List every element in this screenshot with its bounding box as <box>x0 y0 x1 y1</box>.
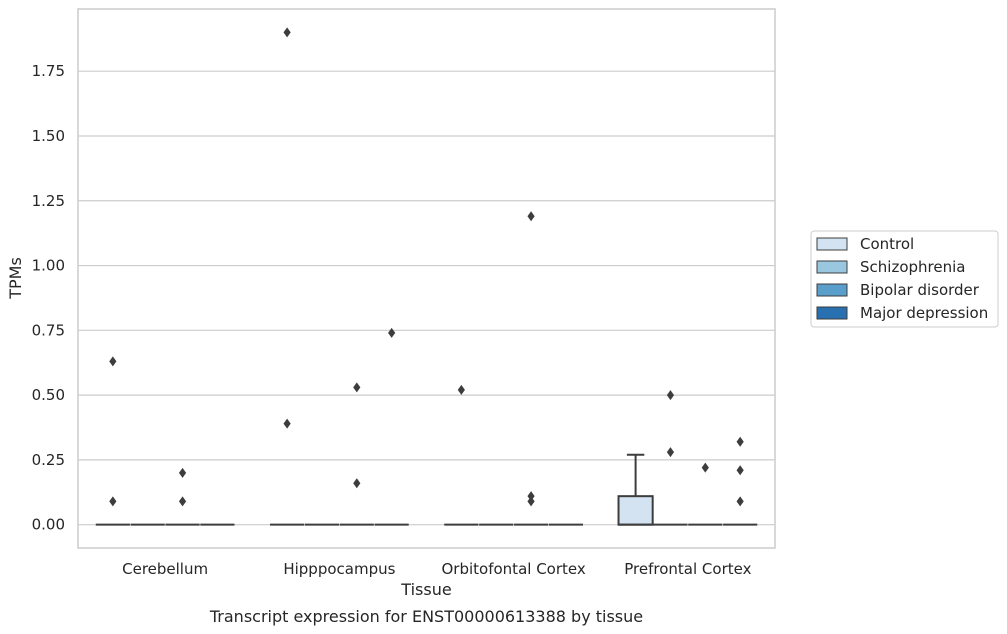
outlier-point <box>283 418 291 429</box>
legend-frame <box>810 230 999 328</box>
y-tick-label: 0.25 <box>32 451 65 469</box>
y-tick-label: 0.75 <box>32 321 65 339</box>
legend-swatch <box>816 283 848 297</box>
x-axis-label: Tissue <box>400 580 451 599</box>
chart-caption: Transcript expression for ENST0000061338… <box>209 607 643 626</box>
box-group <box>374 327 409 526</box>
outlier-point <box>457 384 465 395</box>
outlier-point <box>701 462 709 473</box>
outlier-point <box>283 27 291 38</box>
box-group <box>723 436 758 526</box>
outlier-point <box>353 382 361 393</box>
legend-swatch <box>816 237 848 251</box>
x-axis-ticks: Cerebellum Hipppocampus Orbitofontal Corte… <box>122 560 751 578</box>
legend: Control Schizophrenia Bipolar disorder Majo… <box>810 230 999 328</box>
outlier-point <box>178 467 187 478</box>
outlier-point <box>388 327 396 338</box>
outlier-point <box>527 496 535 507</box>
x-tick-label: Cerebellum <box>122 560 208 578</box>
box-group <box>513 211 549 526</box>
outlier-point <box>736 496 744 507</box>
y-tick-label: 0.50 <box>32 386 65 404</box>
box <box>617 495 654 526</box>
x-tick-label: Hipppocampus <box>283 560 395 578</box>
y-tick-label: 1.00 <box>32 257 65 275</box>
legend-label: Major depression <box>860 304 988 322</box>
box-group <box>444 384 479 526</box>
y-tick-label: 1.75 <box>32 62 65 80</box>
outlier-point <box>178 496 187 507</box>
outlier-point <box>666 390 675 401</box>
box-group <box>270 27 305 526</box>
box-group <box>653 390 688 526</box>
outlier-point <box>736 436 744 447</box>
outlier-point <box>527 491 535 502</box>
legend-swatch <box>816 306 848 320</box>
outlier-point <box>527 211 535 222</box>
outlier-point <box>666 447 675 458</box>
legend-label: Bipolar disorder <box>860 281 980 299</box>
box-group <box>165 467 200 526</box>
y-axis-ticks: 0.00 0.25 0.50 0.75 1.00 1.25 1.50 1.75 <box>32 62 65 533</box>
plot-frame <box>77 8 776 549</box>
legend-swatch <box>816 260 848 274</box>
y-tick-label: 0.00 <box>32 516 65 534</box>
outlier-point <box>109 356 117 367</box>
box-group <box>688 462 723 526</box>
x-tick-label: Orbitofontal Cortex <box>442 560 586 578</box>
box-plots <box>95 27 758 526</box>
y-tick-label: 1.25 <box>32 192 65 210</box>
outlier-point <box>353 478 361 489</box>
legend-label: Control <box>860 235 914 253</box>
box-group <box>95 356 130 526</box>
y-tick-label: 1.50 <box>32 127 65 145</box>
x-tick-label: Prefrontal Cortex <box>624 560 751 578</box>
box-group <box>339 382 374 526</box>
legend-label: Schizophrenia <box>860 258 965 276</box>
outlier-point <box>109 496 117 507</box>
box-group <box>617 453 654 526</box>
y-axis-label: TPMs <box>6 257 25 300</box>
gridlines <box>78 70 775 526</box>
outlier-point <box>736 465 744 476</box>
